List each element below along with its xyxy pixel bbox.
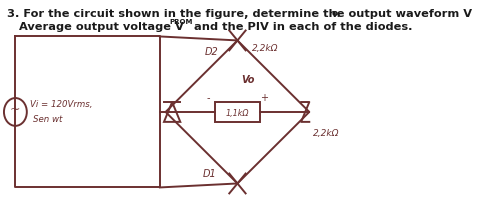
Text: PROM: PROM <box>170 19 193 25</box>
Text: 3. For the circuit shown in the figure, determine the output waveform V: 3. For the circuit shown in the figure, … <box>7 9 472 19</box>
Text: o,: o, <box>331 9 341 18</box>
Text: 1,1kΩ: 1,1kΩ <box>226 109 249 118</box>
Text: D2: D2 <box>205 47 218 57</box>
Text: ~: ~ <box>10 103 21 116</box>
Text: 2,2kΩ: 2,2kΩ <box>314 129 340 138</box>
Text: D1: D1 <box>203 168 217 178</box>
Text: Average output voltage V: Average output voltage V <box>7 22 184 32</box>
Text: Vi = 120Vrms,: Vi = 120Vrms, <box>30 100 93 109</box>
Text: +: + <box>260 93 268 103</box>
Bar <box>214 102 260 122</box>
Text: and the PIV in each of the diodes.: and the PIV in each of the diodes. <box>194 22 413 32</box>
Text: -: - <box>206 93 210 103</box>
Text: Vo: Vo <box>242 75 255 85</box>
Text: 2,2kΩ: 2,2kΩ <box>252 44 279 53</box>
Text: Sen wt: Sen wt <box>34 115 63 124</box>
